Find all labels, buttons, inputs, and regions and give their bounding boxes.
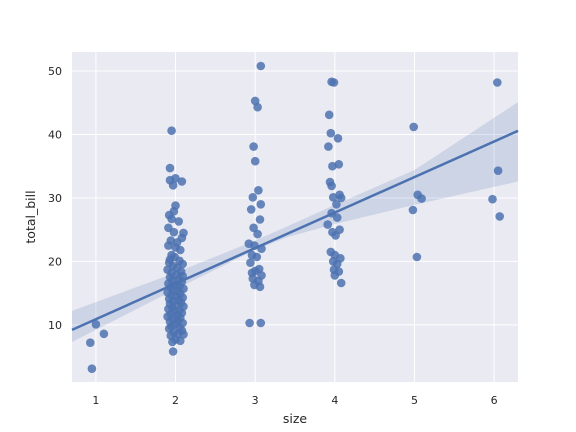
data-point <box>165 163 175 173</box>
data-point <box>249 142 258 151</box>
data-point <box>248 193 258 202</box>
data-point <box>256 61 266 71</box>
data-point <box>176 245 185 255</box>
data-point <box>495 212 505 221</box>
data-point <box>409 122 419 132</box>
data-point <box>253 102 262 112</box>
data-point <box>167 214 176 224</box>
data-point <box>91 320 101 329</box>
data-point <box>334 160 344 169</box>
data-point <box>324 110 334 120</box>
data-point <box>176 336 185 346</box>
data-point <box>256 318 266 328</box>
data-point <box>332 200 341 209</box>
data-point <box>250 156 260 166</box>
data-point <box>488 194 497 204</box>
data-point <box>256 200 266 209</box>
data-point <box>99 329 109 339</box>
x-tick-labels: 1 2 3 4 5 6 <box>92 394 497 407</box>
data-point <box>332 213 342 222</box>
y-tick-label: 20 <box>48 255 62 268</box>
x-tick-label: 1 <box>92 394 99 407</box>
y-tick-label: 50 <box>48 65 62 78</box>
data-point <box>255 215 265 224</box>
data-point <box>336 193 346 203</box>
data-point <box>329 78 339 87</box>
data-point <box>177 177 187 186</box>
regression-line <box>71 129 519 331</box>
data-point <box>249 223 258 233</box>
data-point <box>245 318 254 328</box>
data-point <box>253 229 262 239</box>
data-point <box>412 252 422 262</box>
data-point <box>336 278 346 288</box>
data-point <box>86 338 95 348</box>
data-point <box>255 282 265 292</box>
data-point <box>87 364 97 374</box>
x-tick-label: 2 <box>172 394 179 407</box>
y-axis-label: total_bill <box>23 190 38 243</box>
data-point <box>408 205 418 215</box>
data-point <box>169 227 179 237</box>
y-tick-label: 30 <box>48 192 62 205</box>
data-point <box>164 241 173 250</box>
data-point <box>246 258 255 268</box>
data-point <box>167 126 176 135</box>
x-axis-label: size <box>283 411 308 426</box>
data-point <box>174 217 183 226</box>
data-point <box>330 271 340 280</box>
data-point <box>417 194 426 203</box>
data-point <box>324 142 333 151</box>
x-tick-label: 5 <box>411 394 418 407</box>
y-tick-label: 10 <box>48 319 62 332</box>
data-point <box>333 134 343 143</box>
data-point <box>323 220 333 229</box>
y-tick-labels: 10 20 30 40 50 <box>48 65 62 332</box>
data-point <box>168 347 178 356</box>
data-point <box>493 166 503 175</box>
data-point <box>331 231 340 240</box>
x-tick-label: 6 <box>491 394 498 407</box>
data-point <box>179 330 188 339</box>
data-point <box>326 128 336 138</box>
data-point <box>168 181 178 190</box>
x-tick-label: 4 <box>331 394 338 407</box>
data-point <box>327 181 336 191</box>
x-tick-label: 3 <box>252 394 259 407</box>
data-point <box>493 78 502 87</box>
data-point <box>252 252 262 262</box>
plot-background <box>72 52 518 382</box>
data-point <box>246 205 256 214</box>
data-point <box>254 186 263 195</box>
y-tick-label: 40 <box>48 129 62 142</box>
data-point <box>328 193 338 202</box>
data-point <box>168 337 177 347</box>
